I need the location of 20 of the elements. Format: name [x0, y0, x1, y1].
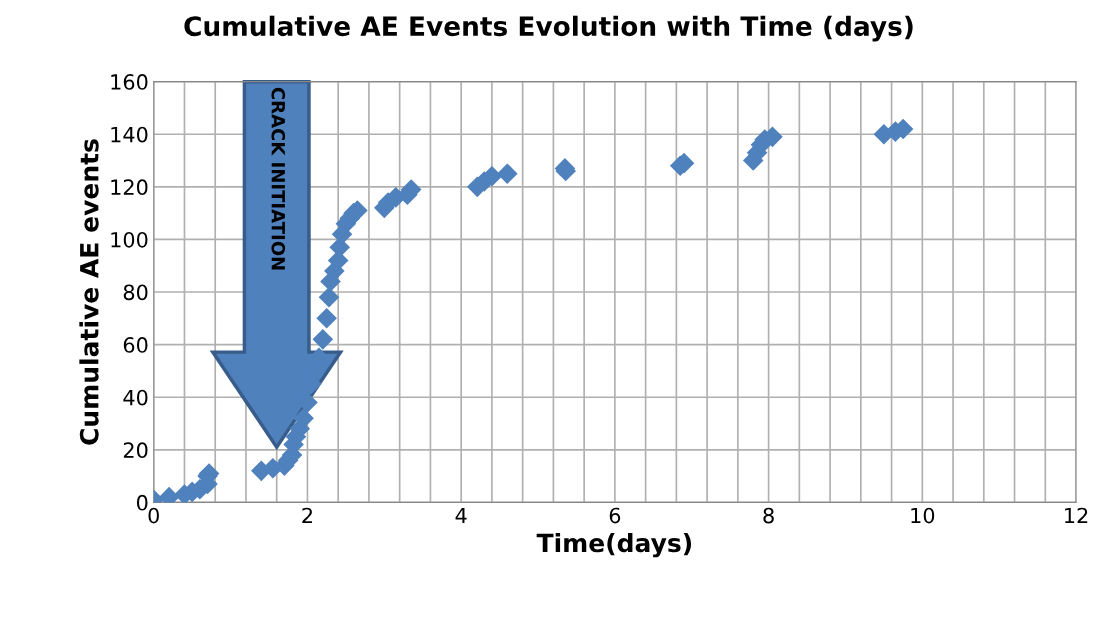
x-tick-label: 2 — [302, 507, 312, 524]
y-tick-label: 160 — [111, 74, 148, 90]
y-tick-label: 120 — [111, 179, 148, 196]
x-axis-title: Time(days) — [536, 532, 692, 558]
annotation: CRACK INITIATION — [271, 87, 286, 270]
x-tick-label: 8 — [763, 507, 774, 524]
x-tick-label: 4 — [455, 507, 467, 524]
y-tick-label: 80 — [123, 284, 148, 301]
x-tick-label: 6 — [609, 507, 621, 524]
y-tick-label: 40 — [123, 389, 148, 406]
y-tick-label: 20 — [123, 442, 148, 459]
y-tick-label: 140 — [111, 126, 148, 143]
chart-title: Cumulative AE Events Evolution with Time (days) — [184, 15, 913, 42]
x-tick-label: 10 — [911, 507, 935, 524]
x-tick-label: 12 — [1065, 507, 1088, 524]
y-tick-label: 0 — [136, 494, 148, 511]
y-tick-label: 100 — [111, 231, 148, 248]
y-axis-title: Cumulative AE events — [79, 139, 99, 445]
x-tick-label: 0 — [148, 507, 159, 524]
y-tick-label: 60 — [123, 337, 148, 353]
